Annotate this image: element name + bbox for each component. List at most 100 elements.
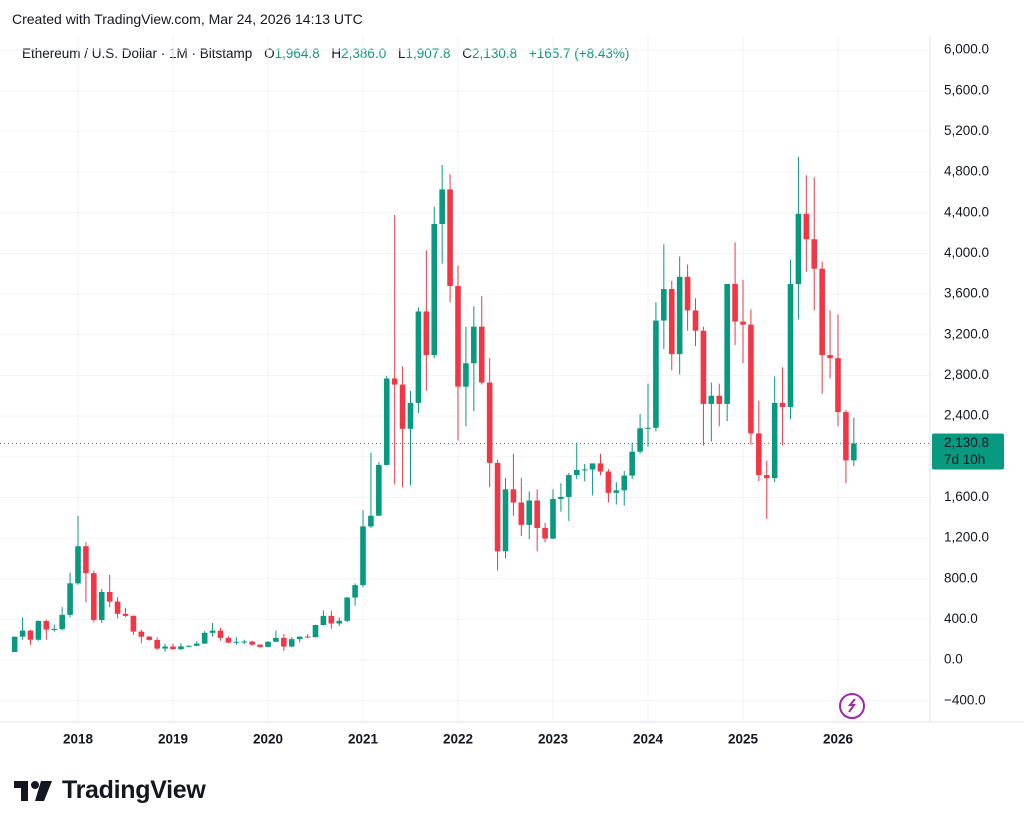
y-tick-label: 2,800.0 bbox=[944, 367, 989, 382]
low-key: L bbox=[397, 46, 406, 61]
candle-body bbox=[740, 321, 746, 325]
candle-body bbox=[193, 643, 200, 646]
candle-body bbox=[209, 630, 216, 633]
close-key: C bbox=[462, 46, 473, 61]
candle-body bbox=[542, 527, 548, 539]
x-tick-label: 2026 bbox=[823, 732, 854, 747]
candle-body bbox=[368, 515, 374, 527]
candle-body bbox=[201, 632, 208, 644]
candle-body bbox=[352, 585, 358, 598]
candle-body bbox=[471, 326, 477, 364]
candle-body bbox=[763, 475, 770, 479]
y-tick-label: 4,400.0 bbox=[944, 204, 989, 219]
candle-body bbox=[526, 500, 533, 525]
candle-body bbox=[700, 330, 707, 404]
candle-body bbox=[336, 620, 343, 624]
candle-body bbox=[819, 268, 825, 356]
y-tick-label: 3,200.0 bbox=[944, 326, 989, 341]
candle-body bbox=[613, 490, 620, 493]
brand-name: TradingView bbox=[62, 776, 206, 804]
candle-body bbox=[455, 285, 461, 387]
assistant-icon[interactable] bbox=[839, 693, 865, 719]
grid-layer bbox=[0, 36, 930, 722]
y-tick-label: 1,600.0 bbox=[944, 489, 989, 504]
candle-body bbox=[621, 475, 628, 491]
candle-body bbox=[106, 591, 113, 602]
y-tick-label: −400.0 bbox=[944, 692, 986, 707]
candle-body bbox=[732, 283, 738, 322]
candle-body bbox=[328, 615, 335, 624]
candle-body bbox=[138, 631, 145, 637]
candle-body bbox=[122, 613, 129, 616]
candle-body bbox=[573, 469, 580, 476]
candle-body bbox=[724, 283, 730, 404]
candle-body bbox=[835, 358, 841, 413]
candle-body bbox=[288, 639, 295, 647]
x-tick-label: 2022 bbox=[443, 732, 473, 747]
y-tick-label: 1,200.0 bbox=[944, 530, 989, 545]
candle-body bbox=[439, 189, 445, 224]
candle-body bbox=[415, 311, 422, 403]
credit: Created with TradingView.com, Mar 24, 20… bbox=[12, 11, 363, 27]
candle-body bbox=[748, 324, 754, 434]
brand-logo bbox=[14, 780, 52, 801]
candle-body bbox=[376, 464, 382, 516]
candle-body bbox=[257, 644, 263, 647]
candle-body bbox=[684, 276, 691, 311]
y-tick-label: 400.0 bbox=[944, 611, 978, 626]
brand: TradingView bbox=[14, 776, 206, 805]
candle-body bbox=[494, 462, 501, 552]
candle-body bbox=[360, 526, 366, 586]
candle-body bbox=[550, 498, 556, 539]
x-tick-label: 2018 bbox=[63, 732, 94, 747]
candle-body bbox=[486, 382, 493, 463]
candle-body bbox=[566, 475, 572, 497]
price-tag-label: 2,130.8 bbox=[944, 435, 989, 450]
x-tick-label: 2025 bbox=[728, 732, 759, 747]
candle-body bbox=[645, 427, 651, 429]
candle-body bbox=[91, 573, 97, 620]
candle-body bbox=[320, 615, 327, 626]
candle-body bbox=[225, 637, 232, 643]
candle-body bbox=[304, 636, 311, 638]
candle-body bbox=[637, 428, 643, 452]
candle-body bbox=[27, 630, 34, 640]
candle-body bbox=[692, 310, 699, 331]
candle-body bbox=[233, 641, 240, 643]
chart: −400.00.0400.0800.01,200.01,600.02,000.0… bbox=[0, 36, 1024, 747]
candle-body bbox=[162, 646, 168, 649]
x-tick-label: 2023 bbox=[538, 732, 569, 747]
candle-body bbox=[186, 645, 192, 647]
candle-body bbox=[447, 189, 453, 286]
candle-body bbox=[114, 601, 121, 614]
candle-body bbox=[463, 363, 469, 387]
candle-body bbox=[795, 213, 802, 284]
candle-body bbox=[827, 355, 833, 359]
candle-body bbox=[312, 625, 319, 638]
candle-body bbox=[296, 636, 303, 640]
candle-body bbox=[771, 402, 778, 479]
candle-body bbox=[383, 378, 390, 465]
icon-bolt[interactable] bbox=[847, 698, 856, 713]
candle-body bbox=[605, 471, 612, 493]
icon-ring[interactable] bbox=[839, 693, 865, 719]
candle-body bbox=[170, 646, 176, 650]
candle-body bbox=[19, 630, 26, 637]
y-tick-label: 800.0 bbox=[944, 570, 978, 585]
candle-body bbox=[558, 496, 564, 499]
candle-body bbox=[518, 502, 525, 525]
candle-body bbox=[431, 223, 438, 356]
y-tick-label: 2,400.0 bbox=[944, 408, 989, 423]
y-tick-label: 4,000.0 bbox=[944, 245, 989, 260]
candle-body bbox=[423, 311, 430, 356]
candle-body bbox=[11, 636, 18, 652]
price-tag bbox=[932, 433, 1004, 470]
candle-body bbox=[75, 546, 81, 584]
candle-body bbox=[716, 395, 723, 404]
open-key: O bbox=[264, 46, 275, 61]
candle-body bbox=[811, 239, 818, 269]
marks-layer bbox=[0, 156, 930, 653]
candle-body bbox=[478, 326, 485, 383]
price-tag-countdown: 7d 10h bbox=[944, 452, 985, 467]
candle-body bbox=[178, 646, 184, 650]
